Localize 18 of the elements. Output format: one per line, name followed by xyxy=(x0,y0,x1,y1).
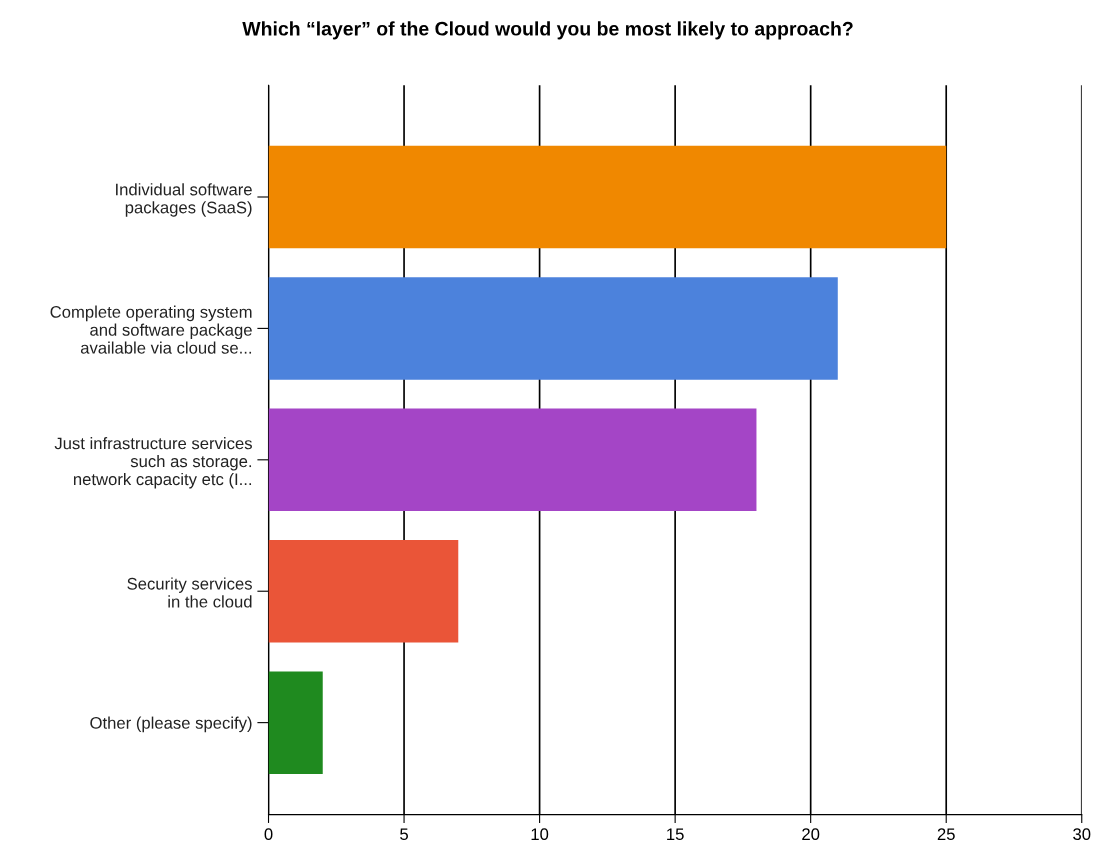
x-tick-label: 10 xyxy=(531,828,549,841)
y-tick-label: Individual software packages (SaaS) xyxy=(116,183,252,217)
y-tick-label: Complete operating system and software package available via cloud se... xyxy=(50,305,252,354)
bar xyxy=(268,671,323,774)
y-tick-label: Just infrastructure services such as storage. network capacity etc (I... xyxy=(54,437,252,489)
y-tick-label: Other (please specify) xyxy=(90,716,252,733)
y-tick-label: Security services in the cloud xyxy=(127,577,252,608)
chart-title: Which “layer” of the Cloud would you be most likely to approach? xyxy=(242,21,853,40)
bar xyxy=(268,277,838,380)
x-tick-label: 25 xyxy=(937,828,955,841)
bar xyxy=(268,539,459,643)
x-tick-label: 15 xyxy=(667,828,684,841)
bar xyxy=(268,408,757,512)
x-tick-label: 30 xyxy=(1073,828,1091,841)
x-tick-label: 20 xyxy=(802,828,820,841)
x-tick-label: 5 xyxy=(400,828,408,841)
x-tick-label: 0 xyxy=(264,828,273,841)
bar xyxy=(268,145,947,249)
